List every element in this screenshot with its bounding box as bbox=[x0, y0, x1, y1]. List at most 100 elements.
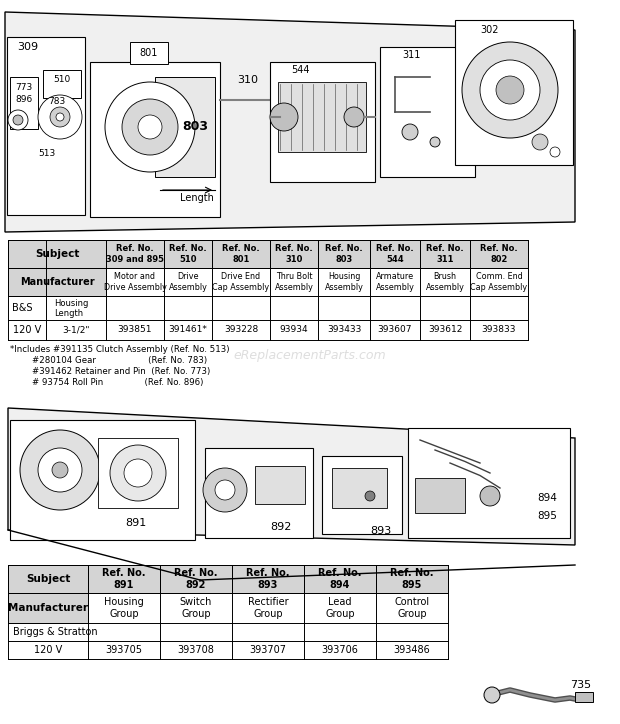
Text: Switch
Group: Switch Group bbox=[180, 597, 212, 619]
Text: 3-1/2": 3-1/2" bbox=[62, 326, 90, 334]
Text: Control
Group: Control Group bbox=[394, 597, 430, 619]
Text: Rectifier
Group: Rectifier Group bbox=[247, 597, 288, 619]
Circle shape bbox=[496, 76, 524, 104]
Circle shape bbox=[13, 115, 23, 125]
Bar bbox=[98, 438, 178, 508]
Text: Ref. No.
309 and 895: Ref. No. 309 and 895 bbox=[106, 244, 164, 264]
Bar bbox=[88, 565, 160, 593]
Text: 893: 893 bbox=[370, 526, 391, 536]
Bar bbox=[470, 240, 528, 268]
Text: eReplacementParts.com: eReplacementParts.com bbox=[234, 348, 386, 361]
Bar bbox=[130, 42, 168, 64]
Text: 120 V: 120 V bbox=[13, 325, 41, 335]
Circle shape bbox=[122, 99, 178, 155]
Bar bbox=[164, 240, 212, 268]
Text: #391462 Retainer and Pin  (Ref. No. 773): #391462 Retainer and Pin (Ref. No. 773) bbox=[10, 367, 210, 376]
Text: Ref. No.
891: Ref. No. 891 bbox=[102, 568, 146, 590]
Text: 773: 773 bbox=[16, 83, 33, 91]
Text: Ref. No.
510: Ref. No. 510 bbox=[169, 244, 207, 264]
Bar bbox=[255, 466, 305, 504]
Bar bbox=[8, 268, 106, 296]
Bar bbox=[376, 565, 448, 593]
Bar bbox=[318, 240, 370, 268]
Polygon shape bbox=[8, 408, 575, 545]
Circle shape bbox=[550, 147, 560, 157]
Text: 393705: 393705 bbox=[105, 645, 143, 655]
Circle shape bbox=[344, 107, 364, 127]
Bar bbox=[205, 448, 313, 538]
Circle shape bbox=[532, 134, 548, 150]
Bar bbox=[90, 62, 220, 217]
Text: Ref. No.
893: Ref. No. 893 bbox=[246, 568, 290, 590]
Bar bbox=[10, 420, 195, 540]
Text: 393707: 393707 bbox=[249, 645, 286, 655]
Text: 896: 896 bbox=[16, 96, 33, 104]
Text: Ref. No.
544: Ref. No. 544 bbox=[376, 244, 414, 264]
Text: 93934: 93934 bbox=[280, 326, 308, 334]
Circle shape bbox=[38, 448, 82, 492]
Bar bbox=[420, 240, 470, 268]
Text: Length: Length bbox=[54, 308, 83, 318]
Text: Subject: Subject bbox=[26, 574, 70, 584]
Text: Ref. No.
892: Ref. No. 892 bbox=[174, 568, 218, 590]
Text: Briggs & Stratton: Briggs & Stratton bbox=[13, 627, 97, 637]
Text: 544: 544 bbox=[291, 65, 309, 75]
Bar bbox=[304, 565, 376, 593]
Bar bbox=[160, 565, 232, 593]
Text: 735: 735 bbox=[570, 680, 591, 690]
Text: 894: 894 bbox=[537, 493, 557, 503]
Text: Armature
Assembly: Armature Assembly bbox=[376, 272, 414, 292]
Text: Ref. No.
311: Ref. No. 311 bbox=[426, 244, 464, 264]
Circle shape bbox=[38, 95, 82, 139]
Bar bbox=[7, 37, 85, 215]
Text: Manufacturer: Manufacturer bbox=[8, 603, 88, 613]
Circle shape bbox=[138, 115, 162, 139]
Text: 801: 801 bbox=[140, 48, 158, 58]
Circle shape bbox=[365, 491, 375, 501]
Circle shape bbox=[50, 107, 70, 127]
Text: 393833: 393833 bbox=[482, 326, 516, 334]
Text: Drive
Assembly: Drive Assembly bbox=[169, 272, 208, 292]
Text: Ref. No.
894: Ref. No. 894 bbox=[318, 568, 361, 590]
Text: 309: 309 bbox=[17, 42, 38, 52]
Text: 891: 891 bbox=[125, 518, 146, 528]
Text: Ref. No.
895: Ref. No. 895 bbox=[390, 568, 434, 590]
Bar bbox=[455, 20, 573, 165]
Bar bbox=[8, 565, 88, 593]
Bar bbox=[415, 478, 465, 513]
Text: 393851: 393851 bbox=[118, 326, 153, 334]
Text: 892: 892 bbox=[270, 522, 291, 532]
Text: Ref. No.
802: Ref. No. 802 bbox=[480, 244, 518, 264]
Circle shape bbox=[480, 60, 540, 120]
Bar bbox=[232, 565, 304, 593]
Circle shape bbox=[430, 137, 440, 147]
Text: 310: 310 bbox=[237, 75, 259, 85]
Bar bbox=[278, 82, 366, 152]
Circle shape bbox=[110, 445, 166, 501]
Bar bbox=[106, 240, 164, 268]
Bar bbox=[8, 593, 88, 623]
Text: 120 V: 120 V bbox=[34, 645, 62, 655]
Text: 393706: 393706 bbox=[322, 645, 358, 655]
Text: 311: 311 bbox=[402, 50, 420, 60]
Circle shape bbox=[215, 480, 235, 500]
Circle shape bbox=[203, 468, 247, 512]
Circle shape bbox=[270, 103, 298, 131]
Text: 513: 513 bbox=[38, 149, 56, 159]
Circle shape bbox=[8, 110, 28, 130]
Text: 510: 510 bbox=[53, 75, 71, 85]
Text: Ref. No.
803: Ref. No. 803 bbox=[325, 244, 363, 264]
Text: Housing
Group: Housing Group bbox=[104, 597, 144, 619]
Text: 393612: 393612 bbox=[428, 326, 462, 334]
Text: Manufacturer: Manufacturer bbox=[20, 277, 94, 287]
Circle shape bbox=[462, 42, 558, 138]
Bar bbox=[408, 428, 570, 538]
Text: Housing: Housing bbox=[54, 300, 89, 308]
Text: Subject: Subject bbox=[35, 249, 79, 259]
Text: 393228: 393228 bbox=[224, 326, 258, 334]
Text: Ref. No.
801: Ref. No. 801 bbox=[222, 244, 260, 264]
Text: 803: 803 bbox=[182, 120, 208, 133]
Bar bbox=[370, 240, 420, 268]
Bar bbox=[270, 62, 375, 182]
Text: # 93754 Roll Pin               (Ref. No. 896): # 93754 Roll Pin (Ref. No. 896) bbox=[10, 378, 203, 387]
